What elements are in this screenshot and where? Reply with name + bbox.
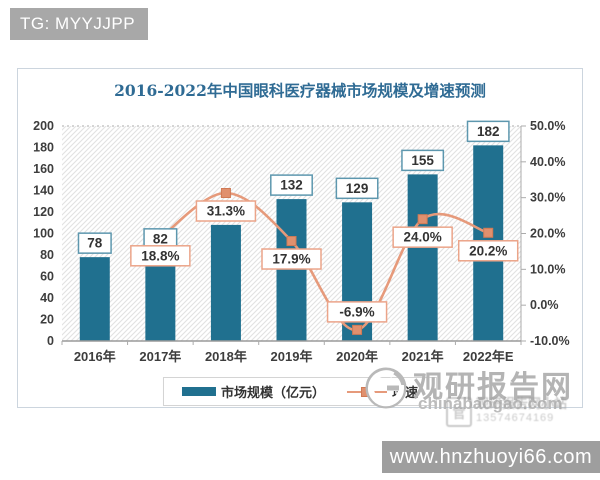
bar-value-label-box — [466, 120, 510, 143]
growth-value-label-box — [457, 240, 519, 262]
growth-marker-2019年 — [286, 236, 297, 247]
x-axis-label: 2018年 — [205, 349, 247, 364]
left-axis-tick-label: 140 — [33, 184, 54, 198]
legend-item-market-size: 市场规模（亿元） — [181, 382, 325, 401]
left-axis-tick-label: 60 — [40, 270, 54, 284]
growth-value-label-box — [130, 245, 191, 267]
left-axis-tick-label: 20 — [40, 313, 54, 327]
stamp-line2: 13574674169 — [476, 411, 555, 424]
footer-url: www.hnzhuoyi66.com — [389, 445, 593, 468]
bar-value-label-box — [270, 174, 313, 196]
growth-value-label: 24.0% — [404, 230, 442, 245]
x-axis-label: 2017年 — [139, 349, 181, 364]
chart-card: 2016-2022年中国眼科医疗器械市场规模及增速预测 -10.0% 0.0% 10… — [17, 68, 583, 408]
bar-value-label: 132 — [280, 178, 303, 193]
market-size-growth-chart: -10.0% 0.0% 10.0% 20.0% 30.0% 40.0% 50.0% 0 20 40… — [33, 119, 570, 364]
legend-label-growth: 增速 — [392, 385, 419, 400]
bar-value-label: 82 — [153, 231, 168, 246]
bar-2018年 — [210, 224, 241, 341]
growth-value-label-box — [392, 226, 453, 248]
growth-marker-2022年E — [483, 227, 494, 238]
bar-value-label: 182 — [477, 124, 500, 139]
right-axis-tick-label: 30.0% — [530, 191, 565, 205]
tg-badge: TG: MYYJJPP — [10, 8, 148, 40]
bar-value-label: 78 — [87, 236, 103, 251]
growth-marker-2020年 — [352, 324, 363, 335]
chart-legend: 市场规模（亿元） 增速 — [162, 377, 438, 406]
bar-2019年 — [276, 199, 307, 341]
right-axis-tick-label: 50.0% — [530, 119, 565, 133]
growth-value-label: 17.9% — [272, 252, 310, 267]
left-axis-tick-label: 100 — [33, 227, 54, 241]
bar-value-label-box — [335, 177, 379, 200]
right-axis-tick-label: 20.0% — [530, 227, 565, 241]
legend-label-market-size: 市场规模（亿元） — [220, 385, 325, 400]
right-axis-tick-label: -10.0% — [530, 334, 570, 348]
growth-value-label-box — [326, 301, 388, 323]
growth-marker-2021年 — [417, 214, 428, 225]
right-axis-tick-label: 10.0% — [530, 262, 565, 276]
bar-value-label-box — [77, 232, 112, 254]
footer-url-bar: www.hnzhuoyi66.com — [382, 441, 600, 473]
growth-value-label: -6.9% — [339, 304, 374, 319]
right-axis-tick-label: 40.0% — [530, 155, 565, 169]
right-axis-tick-label: 0.0% — [530, 298, 559, 312]
x-axis-label: 2019年 — [271, 349, 313, 364]
x-axis-label: 2016年 — [74, 349, 116, 364]
growth-value-label-box — [195, 200, 257, 222]
left-axis-tick-label: 180 — [33, 141, 54, 155]
legend-item-growth: 增速 — [347, 382, 418, 401]
tg-badge-text: TG: MYYJJPP — [20, 14, 136, 33]
left-axis-tick-label: 40 — [40, 291, 54, 305]
bar-2021年 — [407, 174, 438, 341]
line-marker-swatch-icon — [347, 386, 387, 397]
chart-title: 2016-2022年中国眼科医疗器械市场规模及增速预测 — [114, 81, 486, 100]
left-axis-tick-label: 120 — [33, 205, 54, 219]
bar-value-label-box — [401, 149, 445, 172]
bar-swatch-icon — [181, 387, 216, 396]
x-axis-label: 2021年 — [402, 349, 444, 364]
bar-2016年 — [79, 257, 110, 341]
growth-value-label: 31.3% — [207, 204, 245, 219]
left-axis-tick-label: 200 — [33, 119, 54, 133]
bar-value-label: 155 — [411, 153, 434, 168]
growth-value-label: 20.2% — [469, 243, 507, 258]
left-axis-tick-label: 0 — [47, 334, 54, 348]
left-axis-tick-label: 160 — [33, 162, 54, 176]
bar-value-label: 129 — [346, 181, 369, 196]
growth-marker-2018年 — [220, 188, 231, 199]
growth-value-label-box — [261, 248, 322, 270]
growth-value-label: 18.8% — [141, 248, 179, 263]
x-axis-label: 2022年E — [463, 349, 514, 364]
x-axis-label: 2020年 — [336, 349, 378, 364]
bar-2017年 — [145, 252, 176, 341]
left-axis-tick-label: 80 — [40, 248, 54, 262]
